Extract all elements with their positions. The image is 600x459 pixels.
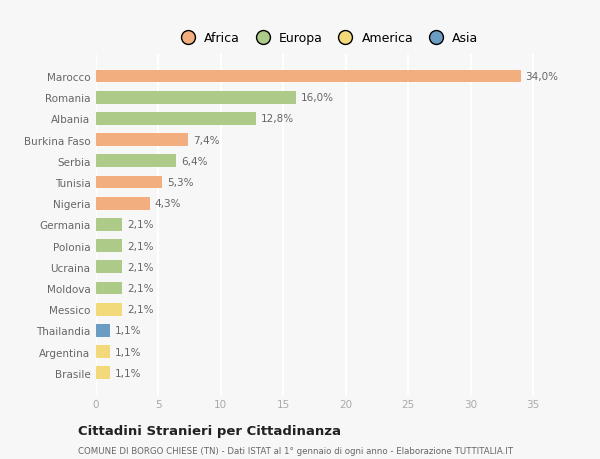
Text: 16,0%: 16,0% bbox=[301, 93, 334, 103]
Text: 12,8%: 12,8% bbox=[261, 114, 294, 124]
Bar bbox=[96, 176, 162, 189]
Text: 2,1%: 2,1% bbox=[127, 304, 154, 314]
Bar bbox=[96, 134, 188, 147]
Bar bbox=[96, 346, 110, 358]
Text: 5,3%: 5,3% bbox=[167, 178, 194, 188]
Text: 2,1%: 2,1% bbox=[127, 283, 154, 293]
Bar bbox=[96, 367, 110, 379]
Bar bbox=[96, 92, 296, 104]
Text: 7,4%: 7,4% bbox=[193, 135, 220, 146]
Bar bbox=[96, 113, 256, 125]
Text: 34,0%: 34,0% bbox=[526, 72, 559, 82]
Bar bbox=[96, 71, 521, 83]
Text: 1,1%: 1,1% bbox=[115, 368, 141, 378]
Text: 6,4%: 6,4% bbox=[181, 157, 208, 167]
Bar bbox=[96, 240, 122, 252]
Text: 2,1%: 2,1% bbox=[127, 220, 154, 230]
Bar bbox=[96, 325, 110, 337]
Text: 4,3%: 4,3% bbox=[155, 199, 181, 209]
Bar bbox=[96, 197, 149, 210]
Text: Cittadini Stranieri per Cittadinanza: Cittadini Stranieri per Cittadinanza bbox=[78, 425, 341, 437]
Bar bbox=[96, 218, 122, 231]
Bar bbox=[96, 282, 122, 295]
Legend: Africa, Europa, America, Asia: Africa, Europa, America, Asia bbox=[170, 28, 484, 50]
Text: COMUNE DI BORGO CHIESE (TN) - Dati ISTAT al 1° gennaio di ogni anno - Elaborazio: COMUNE DI BORGO CHIESE (TN) - Dati ISTAT… bbox=[78, 446, 513, 455]
Text: 1,1%: 1,1% bbox=[115, 347, 141, 357]
Text: 1,1%: 1,1% bbox=[115, 326, 141, 336]
Text: 2,1%: 2,1% bbox=[127, 262, 154, 272]
Bar bbox=[96, 303, 122, 316]
Bar bbox=[96, 261, 122, 274]
Bar bbox=[96, 155, 176, 168]
Text: 2,1%: 2,1% bbox=[127, 241, 154, 251]
